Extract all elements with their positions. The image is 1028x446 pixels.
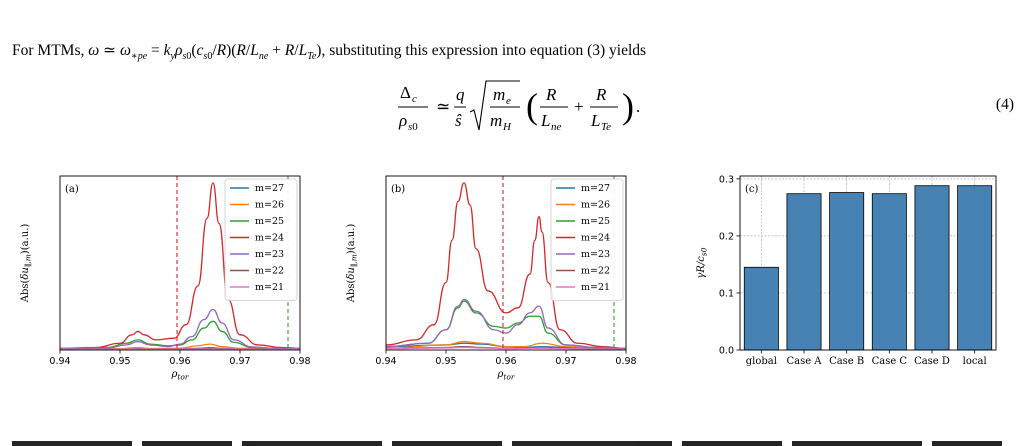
bar-case-a [786,193,822,351]
panel-b: 0.94 0.95 0.96 0.97 0.98 ρtor Abs(δu∥,m)(a.u.)… [340,170,640,406]
svg-text:+: + [574,97,584,116]
legend-entry: m=24 [255,233,284,244]
svg-text:L: L [590,111,600,130]
legend-entry: m=25 [581,216,610,227]
x-tick-label: 0.95 [109,356,130,367]
legend-entry: m=21 [581,282,610,293]
legend-entry: m=23 [581,249,610,260]
legend-entry: m=27 [255,183,284,194]
legend-entry: m=22 [255,266,284,277]
x-tick-label: 0.95 [435,356,456,367]
svg-text:≃: ≃ [436,97,450,116]
y-axis-label: Abs(δu∥,m)(a.u.) [346,224,359,304]
series-line-m=24 [60,182,300,349]
legend-entry: m=26 [255,200,284,211]
x-tick-label: 0.96 [495,356,516,367]
svg-text:R: R [545,85,557,104]
legend-entry: m=23 [255,249,284,260]
legend-entry: m=27 [581,183,610,194]
panel-c: 0.0 0.1 0.2 0.3 global Case A Case B Case C Case… [688,170,1018,406]
x-tick-label: Case B [829,356,864,367]
x-tick-label: Case D [914,356,950,367]
equation-number: (4) [995,96,1014,113]
x-tick-label: Case C [872,356,908,367]
svg-text:e: e [506,95,511,107]
panel-tag: (c) [745,184,759,195]
y-tick-label: 0.2 [719,231,734,242]
legend-entry: m=21 [255,282,284,293]
bar-global [743,266,779,351]
paragraph-trail: , substituting this expression into equa… [321,42,647,59]
svg-text:ne: ne [551,121,562,133]
x-tick-label: 0.96 [169,356,190,367]
panel-a-chart: 0.94 0.95 0.96 0.97 0.98 ρtor Abs(δu∥,m)(a.u.)… [20,175,311,382]
x-tick-label: 0.94 [375,356,396,367]
svg-text:m: m [490,111,502,130]
series-line-m=26 [386,340,626,350]
series-line-m=25 [60,320,300,350]
panel-a: 0.94 0.95 0.96 0.97 0.98 ρtor Abs(δu∥,m)(a.u.)… [14,170,314,406]
x-tick-label: 0.98 [289,356,310,367]
series-line-m=23 [386,298,626,349]
series-line-m=23 [60,308,300,350]
svg-text:q: q [456,85,465,104]
panel-b-chart: 0.94 0.95 0.96 0.97 0.98 ρtor Abs(δu∥,m)(a.u.)… [346,175,637,382]
bar-local [957,185,993,351]
svg-text:ŝ: ŝ [455,111,462,130]
x-tick-label: 0.97 [229,356,250,367]
cropped-text-line [12,430,1012,446]
panel-tag: (b) [391,184,405,195]
panel-c-chart: 0.0 0.1 0.2 0.3 global Case A Case B Case C Case… [696,174,997,367]
x-axis-label: ρtor [170,369,188,382]
x-tick-label: 0.94 [49,356,70,367]
legend-entry: m=24 [581,233,610,244]
paragraph-line: For MTMs, ω ≃ ω∗pe = kyρs0(cs0/R)(R/Lne … [12,41,646,62]
series-line-m=24 [386,182,626,349]
y-axis-label: Abs(δu∥,m)(a.u.) [20,224,33,304]
bar-case-c [871,193,907,351]
bar-case-b [829,192,865,351]
x-tick-label: local [963,356,987,367]
y-tick-label: 0.1 [719,288,734,299]
series-line-m=25 [386,300,626,349]
paragraph-lead: For MTMs, [12,42,85,59]
y-tick-label: 0.3 [719,174,734,185]
svg-text:H: H [502,121,512,133]
legend-entry: m=22 [581,266,610,277]
svg-text:R: R [595,85,607,104]
y-axis-label: γR/cs0 [696,247,709,278]
svg-text:Δ: Δ [400,83,411,102]
svg-text:c: c [412,93,417,105]
svg-text:): ) [622,86,634,126]
x-tick-label: Case A [786,356,822,367]
svg-text:.: . [636,97,640,116]
x-tick-label: 0.98 [615,356,636,367]
y-tick-label: 0.0 [719,346,734,357]
legend-entry: m=26 [581,200,610,211]
svg-text:L: L [540,111,550,130]
x-tick-label: global [746,356,777,367]
panel-tag: (a) [65,184,79,195]
x-axis-label: ρtor [496,369,514,382]
axes-frame [739,175,997,351]
svg-text:ρ: ρ [398,111,407,130]
legend-entry: m=25 [255,216,284,227]
svg-text:m: m [493,85,505,104]
svg-text:(: ( [526,86,538,126]
x-tick-label: 0.97 [555,356,576,367]
bar-case-d [914,185,950,351]
series-line-m=21 [386,346,626,350]
svg-text:s0: s0 [408,121,418,133]
paragraph-formula: ω ≃ ω∗pe = kyρs0(cs0/R)(R/Lne + R/LTe) [88,42,322,63]
svg-text:Te: Te [601,121,611,133]
